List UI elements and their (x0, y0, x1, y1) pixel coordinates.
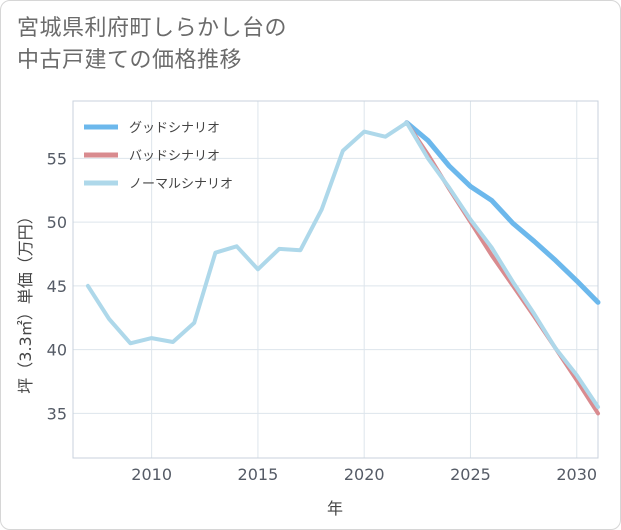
chart-title: 宮城県利府町しらかし台の 中古戸建ての価格推移 (17, 13, 287, 77)
y-axis-label: 坪（3.3㎡）単価（万円） (16, 208, 35, 393)
series-line-normal (85, 120, 600, 409)
legend-label-normal: ノーマルシナリオ (129, 177, 233, 192)
title-line-1: 宮城県利府町しらかし台の (17, 16, 288, 41)
x-tick-label: 2025 (450, 465, 491, 484)
y-tick-label: 55 (47, 149, 67, 168)
y-tick-label: 35 (47, 404, 67, 423)
title-line-2: 中古戸建ての価格推移 (17, 48, 243, 73)
series-line-good (404, 120, 601, 305)
legend-label-bad: バッドシナリオ (129, 149, 220, 164)
x-tick-label: 2010 (131, 465, 172, 484)
y-tick-label: 40 (47, 341, 67, 360)
plot-frame (72, 100, 599, 459)
series-layer (85, 120, 601, 416)
x-tick-label: 2030 (556, 465, 597, 484)
legend-label-good: グッドシナリオ (129, 121, 220, 136)
x-axis-label: 年 (327, 499, 343, 518)
y-tick-label: 50 (47, 213, 67, 232)
y-tick-label: 45 (47, 277, 67, 296)
tick-labels: 2010 2015 2020 2025 2030 35 40 45 50 55 (47, 149, 597, 484)
x-tick-label: 2015 (238, 465, 279, 484)
x-tick-label: 2020 (344, 465, 385, 484)
